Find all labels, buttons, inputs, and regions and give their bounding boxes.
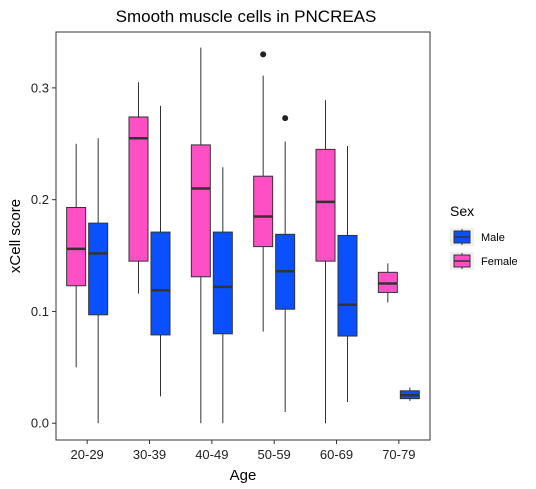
box-body (212, 231, 233, 335)
legend-item-male: Male (450, 228, 505, 246)
x-tick-label: 70-79 (382, 447, 415, 462)
box-female-70-79 (377, 263, 398, 303)
box-male-50-59 (275, 115, 296, 413)
boxes-layer (66, 47, 420, 424)
box-male-70-79 (399, 387, 420, 401)
y-axis: 0.0 0.1 0.2 0.3 (31, 80, 56, 431)
legend-items: Male Female (450, 228, 518, 270)
box-body (253, 175, 274, 248)
x-tick-label: 60-69 (320, 447, 353, 462)
legend-label: Male (481, 232, 505, 244)
legend-title: Sex (450, 203, 474, 219)
legend: Sex Male Female (450, 203, 518, 270)
x-axis: 20-29 30-39 40-49 50-59 60-69 70-79 (71, 440, 415, 462)
box-body (315, 148, 336, 262)
chart-title: Smooth muscle cells in PNCREAS (116, 7, 377, 26)
outlier-point (282, 115, 289, 122)
plot-panel (55, 31, 431, 441)
box-female-50-59 (253, 51, 274, 332)
x-tick-label: 20-29 (71, 447, 104, 462)
x-axis-title: Age (230, 467, 257, 484)
x-tick-label: 40-49 (195, 447, 228, 462)
box-body (66, 206, 87, 287)
box-male-40-49 (212, 167, 233, 424)
box-body (337, 234, 358, 337)
box-female-30-39 (128, 82, 149, 294)
box-body (128, 116, 149, 262)
box-female-40-49 (190, 47, 211, 424)
y-tick-label: 0.2 (31, 192, 49, 207)
x-tick-label: 30-39 (133, 447, 166, 462)
outlier-point (260, 51, 267, 58)
box-female-60-69 (315, 100, 336, 424)
legend-item-female: Female (450, 252, 518, 270)
legend-label: Female (481, 256, 518, 268)
box-male-60-69 (337, 146, 358, 402)
box-female-20-29 (66, 143, 87, 368)
box-male-20-29 (88, 138, 109, 424)
y-tick-label: 0.3 (31, 80, 49, 95)
x-tick-label: 50-59 (258, 447, 291, 462)
box-body (190, 144, 211, 278)
y-axis-title: xCell score (7, 199, 24, 273)
box-male-30-39 (150, 105, 171, 397)
box-body (150, 231, 171, 336)
box-body (88, 222, 109, 316)
y-tick-label: 0.0 (31, 416, 49, 431)
y-tick-label: 0.1 (31, 304, 49, 319)
